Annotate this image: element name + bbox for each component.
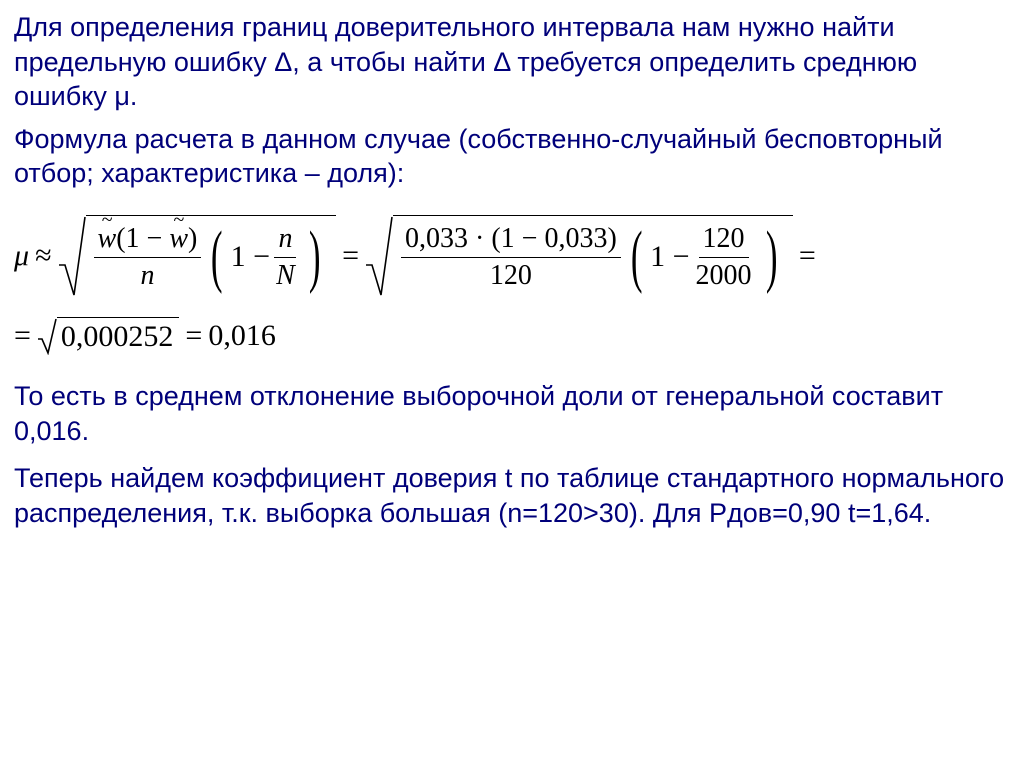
paragraph-coefficient: Теперь найдем коэффициент доверия t по т… [14,461,1010,531]
paragraph-intro-2: Формула расчета в данном случае (собстве… [14,122,1010,191]
formula-line-2: = 0,000252 = 0,016 [14,317,1010,355]
num-expr: 0,033 · (1 − 0,033) [401,223,621,258]
den-2000: 2000 [692,258,756,292]
den-N: N [276,260,295,291]
radical-icon [58,215,86,297]
left-paren: ( [211,222,223,292]
fraction-120-2000: 120 2000 [692,223,756,292]
equals-1: = [342,239,359,273]
one-minus-2: 1 − [650,240,689,274]
paragraph-intro-1: Для определения границ доверительного ин… [14,10,1010,114]
sqrt-term-numeric: 0,033 · (1 − 0,033) 120 ( 1 − 120 2000 ) [365,215,793,297]
w-tilde-2: w [169,223,188,255]
text: Для определения границ доверительного ин… [14,12,917,111]
mu-symbol: μ [14,239,29,273]
radical-icon [37,317,57,355]
num-n: n [278,223,292,254]
left-paren-2: ( [631,222,643,292]
result-value: 0,016 [208,319,276,353]
sqrt-value: 0,000252 [61,320,174,354]
sqrt-final: 0,000252 [37,317,180,355]
formula-line-1: μ ≈ w(1 − w) n ( 1 − n N ) = 0,033 · (1 … [14,215,1010,297]
paragraph-result: То есть в среднем отклонение выборочной … [14,379,1010,449]
right-paren: ) [309,222,321,292]
text: То есть в среднем отклонение выборочной … [14,381,943,446]
approx-symbol: ≈ [35,239,51,273]
text: Теперь найдем коэффициент доверия t по т… [14,463,1004,528]
right-paren-2: ) [765,222,777,292]
equals-4: = [185,319,202,353]
fraction-w: w(1 − w) n [94,223,202,292]
one-minus: 1 − [231,240,270,274]
radical-icon [365,215,393,297]
equals-3: = [14,319,31,353]
num-120: 120 [699,223,749,258]
w-tilde: w [98,223,117,255]
den-120: 120 [486,258,536,292]
fraction-numeric: 0,033 · (1 − 0,033) 120 [401,223,621,292]
equals-2: = [799,239,816,273]
text: Формула расчета в данном случае (собстве… [14,124,943,189]
sqrt-term-symbolic: w(1 − w) n ( 1 − n N ) [58,215,337,297]
denominator-n: n [140,260,154,291]
fraction-n-over-N: n N [272,223,299,292]
